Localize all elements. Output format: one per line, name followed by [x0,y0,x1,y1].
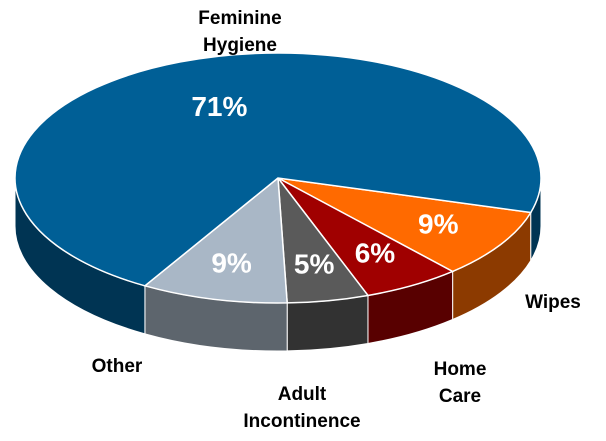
value-label: 9% [418,208,459,239]
slice-side [286,294,369,352]
slice [143,176,288,304]
category-label: Home Care [434,359,487,407]
slice [14,52,542,287]
slice [277,177,533,273]
value-label: 5% [294,249,335,280]
value-label: 6% [355,238,396,269]
category-label: Wipes [525,292,581,313]
value-label: 9% [211,248,252,279]
value-label: 71% [191,91,247,122]
category-label: Feminine Hygiene [198,8,281,56]
category-label: Adult Incontinence [243,384,360,432]
category-label: Other [92,356,143,377]
